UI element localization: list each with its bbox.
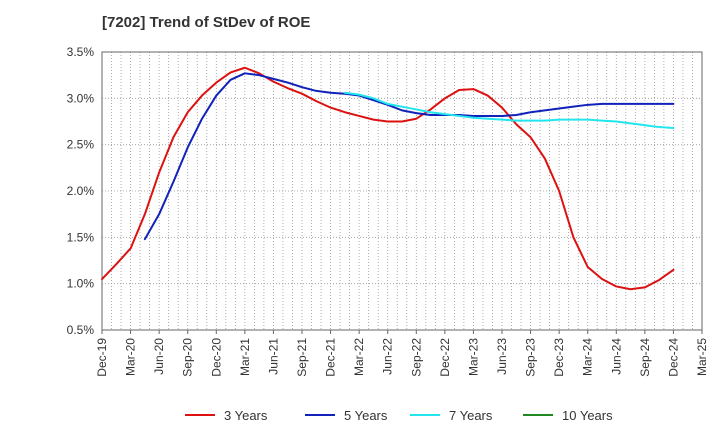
series-line-3 <box>343 91 675 129</box>
x-tick-label: Sep-21 <box>295 338 309 377</box>
x-tick-label: Dec-20 <box>209 338 223 377</box>
plot-border <box>101 51 703 331</box>
x-tick-label: Jun-22 <box>381 338 395 375</box>
x-tick-label: Sep-23 <box>524 338 538 377</box>
x-tick-label: Mar-23 <box>466 338 480 376</box>
x-tick-label: Sep-22 <box>409 338 423 377</box>
legend-label: 3 Years <box>224 408 268 423</box>
x-tick-label: Dec-19 <box>95 338 109 377</box>
chart-title: [7202] Trend of StDev of ROE <box>102 14 311 31</box>
y-tick-label: 1.0% <box>67 277 95 291</box>
series-line-2 <box>143 72 675 241</box>
x-tick-label: Mar-22 <box>352 338 366 376</box>
x-tick-label: Dec-22 <box>438 338 452 377</box>
x-tick-label: Dec-24 <box>666 338 680 377</box>
x-tick-label: Mar-20 <box>124 338 138 376</box>
x-tick-label: Sep-24 <box>638 338 652 377</box>
y-tick-label: 2.5% <box>67 138 95 152</box>
legend-label: 7 Years <box>449 408 493 423</box>
y-tick-label: 1.5% <box>67 230 95 244</box>
legend-label: 10 Years <box>562 408 613 423</box>
x-tick-label: Jun-21 <box>266 338 280 375</box>
x-tick-label: Mar-21 <box>238 338 252 376</box>
x-tick-label: Dec-23 <box>552 338 566 377</box>
y-tick-label: 0.5% <box>67 323 95 337</box>
x-tick-label: Mar-25 <box>695 338 709 376</box>
y-tick-label: 2.0% <box>67 184 95 198</box>
legend-label: 5 Years <box>344 408 388 423</box>
x-tick-label: Jun-24 <box>609 338 623 375</box>
x-tick-label: Sep-20 <box>181 338 195 377</box>
x-tick-label: Mar-24 <box>581 338 595 376</box>
y-tick-label: 3.0% <box>67 91 95 105</box>
y-tick-label: 3.5% <box>67 45 95 59</box>
series-line-1 <box>101 66 675 291</box>
x-tick-label: Jun-23 <box>495 338 509 375</box>
x-tick-label: Jun-20 <box>152 338 166 375</box>
x-tick-label: Dec-21 <box>324 338 338 377</box>
